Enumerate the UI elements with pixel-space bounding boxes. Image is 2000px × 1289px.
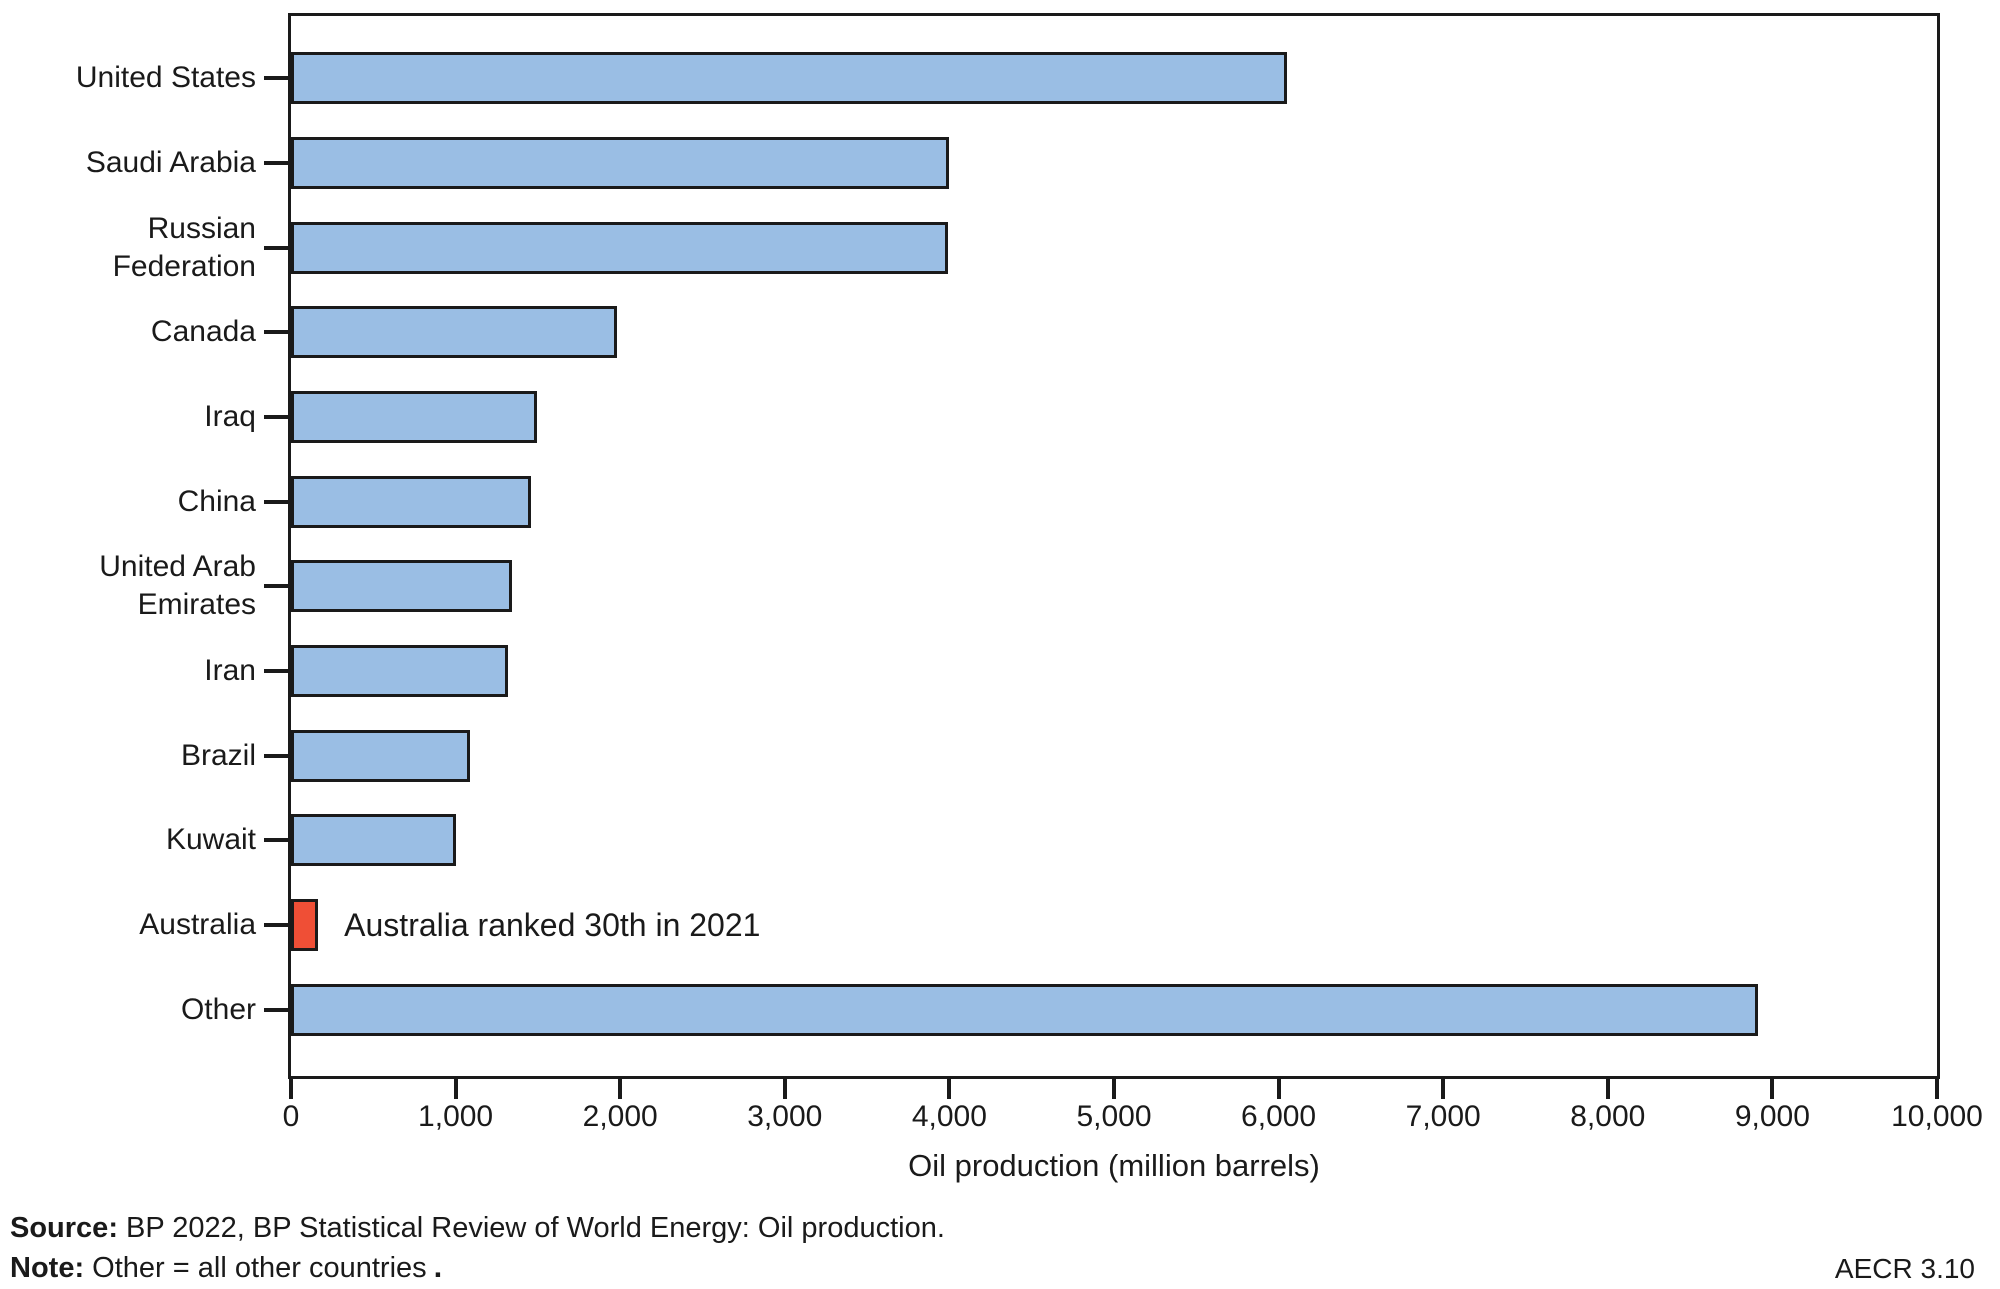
bar-row-united-arab-emirates (291, 544, 1937, 629)
x-tick-label-8000: 8,000 (1570, 1100, 1646, 1133)
bar-russian-federation (291, 221, 948, 274)
bar-kuwait (291, 814, 456, 867)
y-label-other: Other (180, 992, 256, 1026)
y-label-australia: Australia (139, 907, 256, 941)
x-tick-label-5000: 5,000 (1076, 1100, 1152, 1133)
y-tick-saudi-arabia (264, 161, 288, 165)
bar-row-brazil (291, 713, 1937, 798)
x-tick-1000 (453, 1077, 458, 1099)
bar-united-states (291, 52, 1287, 105)
bar-other (291, 983, 1758, 1036)
y-tick-canada (264, 330, 288, 335)
y-tick-china (264, 499, 288, 504)
y-tick-russian-federation (264, 245, 288, 250)
note-text: Other = all other countries (84, 1252, 427, 1284)
y-tick-united-arab-emirates (264, 584, 288, 589)
bar-row-australia: Australia ranked 30th in 2021 (291, 883, 1937, 968)
bar-row-iraq (291, 375, 1937, 460)
bar-row-other (291, 967, 1937, 1052)
x-tick-7000 (1441, 1077, 1446, 1099)
y-label-china: China (177, 484, 256, 518)
plot-area: Australia ranked 30th in 2021 (288, 13, 1940, 1079)
note-label: Note: (10, 1252, 85, 1284)
x-tick-4000 (947, 1077, 952, 1099)
note-period: . (433, 1249, 443, 1284)
bar-canada (291, 306, 617, 359)
bar-row-canada (291, 290, 1937, 375)
y-tick-kuwait (264, 838, 288, 843)
x-tick-0 (289, 1077, 293, 1099)
x-tick-label-0: 0 (282, 1100, 300, 1133)
bar-row-saudi-arabia (291, 121, 1937, 206)
y-label-united-states: United States (75, 61, 256, 95)
bar-saudi-arabia (291, 137, 950, 189)
y-tick-iran (264, 669, 288, 673)
australia-annotation: Australia ranked 30th in 2021 (344, 906, 761, 943)
x-tick-label-2000: 2,000 (582, 1100, 658, 1133)
x-tick-8000 (1605, 1077, 1610, 1099)
x-tick-label-7000: 7,000 (1405, 1100, 1481, 1133)
bar-row-united-states (291, 36, 1937, 121)
source-label: Source: (10, 1212, 118, 1244)
source-text: BP 2022, BP Statistical Review of World … (117, 1212, 945, 1244)
y-label-kuwait: Kuwait (165, 823, 256, 857)
bar-row-china (291, 459, 1937, 544)
y-tick-iraq (264, 415, 288, 419)
note-line: Note: Other = all other countries. (10, 1249, 442, 1285)
bar-united-arab-emirates (291, 560, 512, 613)
x-tick-label-3000: 3,000 (747, 1100, 823, 1133)
x-axis-title: Oil production (million barrels) (908, 1148, 1320, 1183)
y-label-iraq: Iraq (204, 399, 256, 433)
y-tick-australia (264, 923, 288, 927)
figure-tag: AECR 3.10 (1834, 1253, 1975, 1284)
bar-china (291, 475, 532, 528)
y-tick-united-states (264, 76, 288, 81)
bar-australia (291, 899, 319, 952)
y-label-canada: Canada (150, 315, 256, 349)
bar-iran (291, 645, 509, 698)
bar-row-iran (291, 629, 1937, 714)
bar-row-russian-federation (291, 205, 1937, 290)
x-tick-3000 (782, 1077, 787, 1099)
x-tick-label-6000: 6,000 (1241, 1100, 1317, 1133)
x-tick-2000 (618, 1077, 623, 1099)
y-tick-other (264, 1007, 288, 1012)
y-label-brazil: Brazil (180, 738, 256, 772)
x-tick-9000 (1770, 1077, 1775, 1099)
bar-row-kuwait (291, 798, 1937, 883)
x-tick-5000 (1112, 1077, 1116, 1099)
bar-iraq (291, 391, 538, 444)
y-label-saudi-arabia: Saudi Arabia (85, 145, 256, 179)
y-label-united-arab-emirates: United Arab Emirates (99, 550, 256, 622)
y-label-russian-federation: Russian Federation (112, 211, 256, 283)
x-tick-label-10000: 10,000 (1891, 1100, 1983, 1133)
source-line: Source: BP 2022, BP Statistical Review o… (10, 1212, 945, 1245)
x-tick-label-9000: 9,000 (1734, 1100, 1810, 1133)
x-tick-label-1000: 1,000 (418, 1100, 494, 1133)
bar-brazil (291, 729, 471, 782)
x-tick-10000 (1935, 1077, 1939, 1099)
x-tick-6000 (1276, 1077, 1281, 1099)
y-tick-brazil (264, 753, 288, 758)
x-tick-label-4000: 4,000 (911, 1100, 987, 1133)
y-label-iran: Iran (204, 653, 256, 687)
